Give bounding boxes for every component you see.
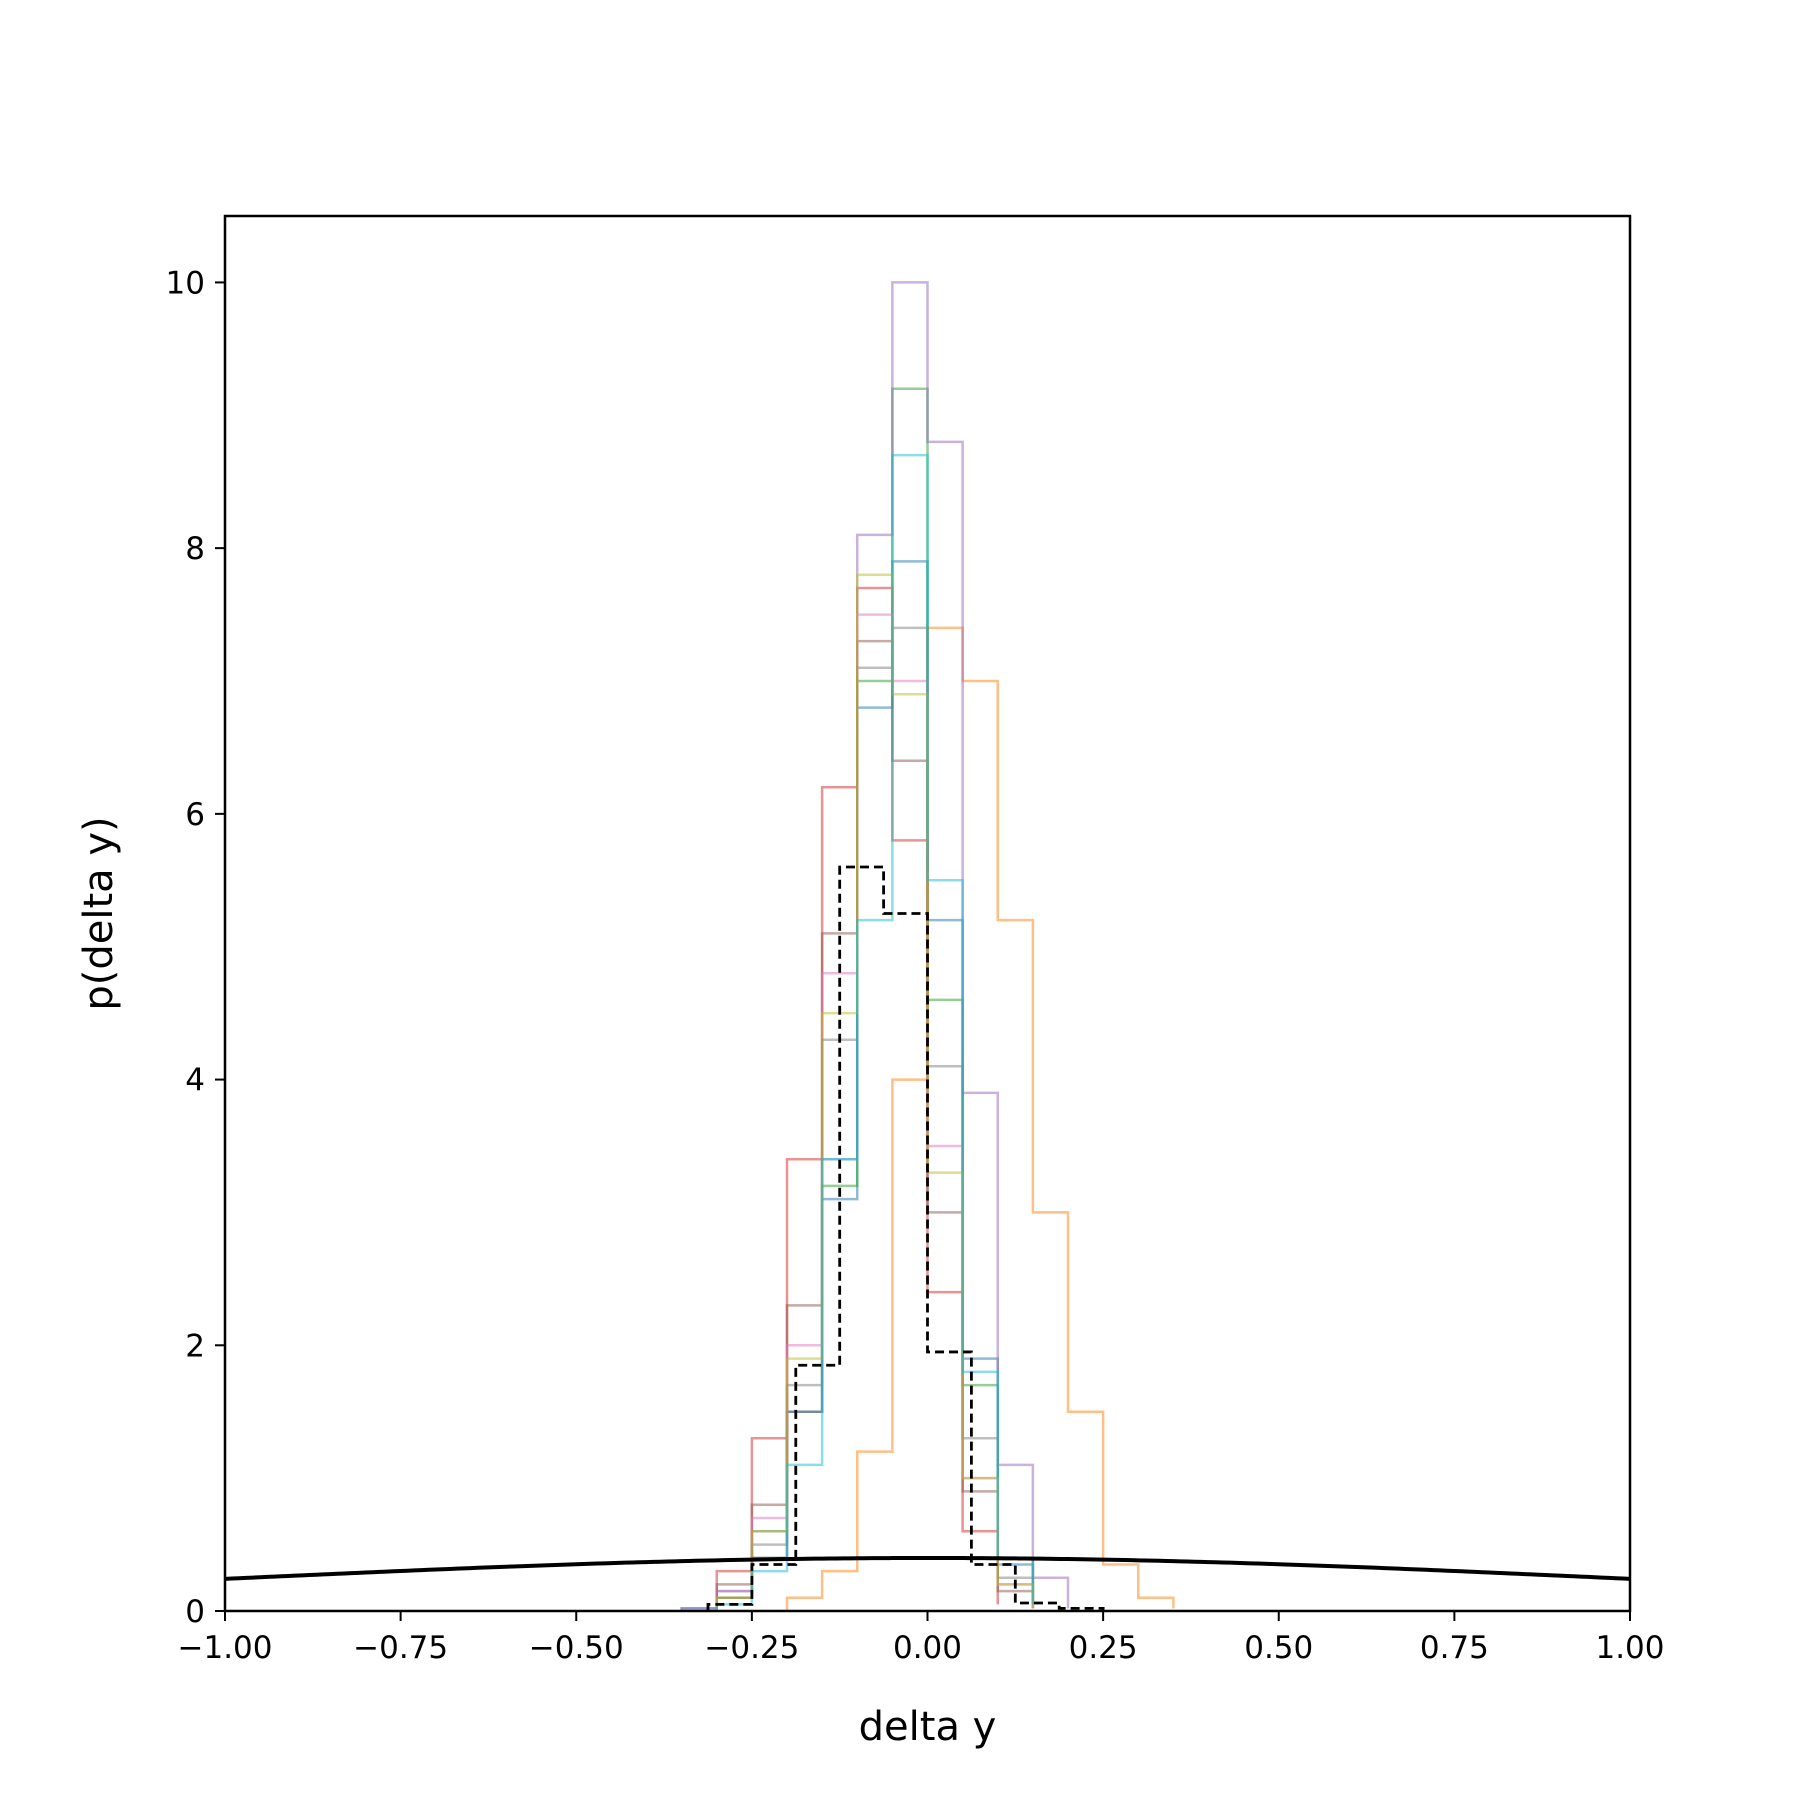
sample-histogram-10 — [715, 453, 1035, 1611]
sample-histogram-9 — [715, 573, 1035, 1611]
x-tick-label: −0.75 — [353, 1630, 448, 1666]
y-tick-label: 4 — [185, 1063, 205, 1099]
sample-histogram-8 — [715, 626, 1035, 1611]
series-layer — [225, 281, 1630, 1611]
reference-histogram — [706, 865, 1105, 1611]
x-tick-label: 1.00 — [1595, 1630, 1664, 1666]
y-tick-label: 8 — [185, 531, 205, 567]
x-axis: −1.00 −0.75 −0.50 −0.25 0.00 0.25 0.50 0.75 1.00 — [178, 1611, 1665, 1666]
x-tick-label: −0.25 — [704, 1630, 799, 1666]
x-tick-label: 0.00 — [893, 1630, 962, 1666]
sample-histogram-6 — [715, 639, 1035, 1611]
y-axis-label: p(delta y) — [76, 816, 122, 1010]
x-tick-label: 0.25 — [1069, 1630, 1138, 1666]
x-tick-label: 0.75 — [1420, 1630, 1489, 1666]
y-tick-label: 10 — [166, 265, 205, 301]
sample-histogram-2 — [785, 626, 1175, 1611]
x-tick-label: 0.50 — [1244, 1630, 1313, 1666]
y-tick-label: 6 — [185, 797, 205, 833]
y-axis: 0 2 4 6 8 10 — [166, 265, 225, 1630]
y-tick-label: 2 — [185, 1328, 205, 1364]
x-tick-label: −1.00 — [178, 1630, 273, 1666]
x-axis-label: delta y — [859, 1704, 997, 1750]
y-tick-label: 0 — [185, 1594, 205, 1630]
x-tick-label: −0.50 — [529, 1630, 624, 1666]
prior-curve — [225, 1556, 1630, 1581]
